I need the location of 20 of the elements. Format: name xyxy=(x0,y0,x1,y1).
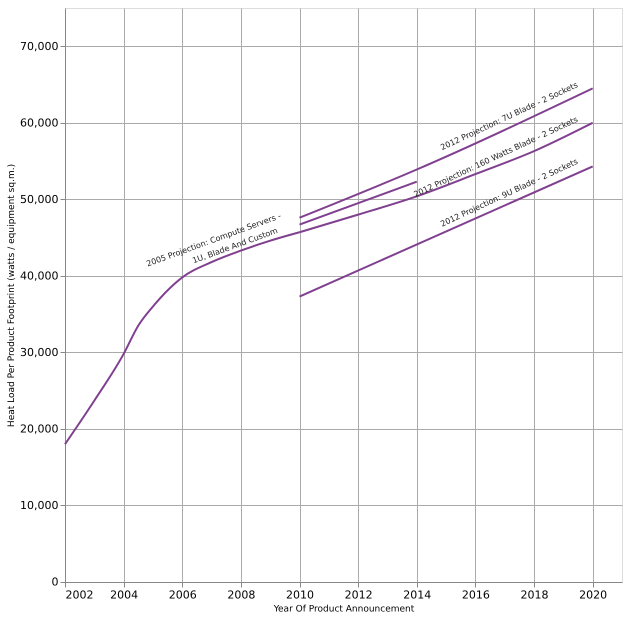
x-tick-label: 2008 xyxy=(227,588,256,602)
x-tick-label: 2006 xyxy=(168,588,197,602)
x-tick-label: 2012 xyxy=(344,588,373,602)
x-tick-label: 2016 xyxy=(462,588,490,602)
x-tick-label: 2020 xyxy=(579,588,608,602)
x-axis-title: Year Of Product Announcement xyxy=(272,604,415,614)
y-tick-label: 60,000 xyxy=(20,116,58,130)
x-tick-label: 2002 xyxy=(66,588,94,602)
x-tick-label: 2018 xyxy=(520,588,549,602)
y-tick-label: 30,000 xyxy=(20,346,58,359)
y-axis-title: Heat Load Per Product Footprint (watts / equipment sq.m.) xyxy=(7,164,18,428)
y-tick-label: 0 xyxy=(52,576,58,588)
y-tick-label: 70,000 xyxy=(20,40,58,53)
y-tick-label: 20,000 xyxy=(20,422,58,436)
x-tick-label: 2010 xyxy=(286,588,314,602)
x-tick-label: 2014 xyxy=(403,588,432,602)
x-tick-label: 2004 xyxy=(110,588,138,602)
y-tick-label: 40,000 xyxy=(20,269,58,282)
y-tick-label: 10,000 xyxy=(20,498,58,512)
y-tick-label: 50,000 xyxy=(20,192,58,206)
